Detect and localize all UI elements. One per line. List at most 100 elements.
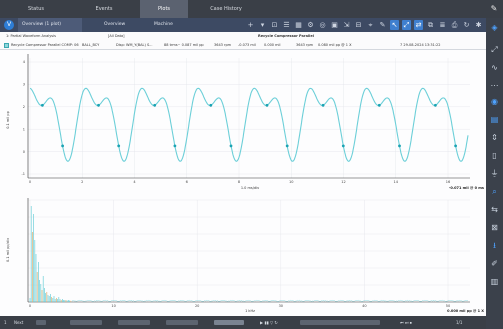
lock-icon[interactable]: ⊠ [491,223,498,232]
compare-icon[interactable]: ⇆ [491,205,498,214]
copy-icon[interactable]: ⧉ [428,21,433,29]
timeline-segment-active[interactable] [214,320,244,325]
pen-icon[interactable]: ✎ [379,21,386,29]
range-label[interactable]: [All Data] [108,34,125,38]
tab-status[interactable]: Status [28,6,44,12]
waveform-marker[interactable] [229,144,233,148]
waveform-x-tick: 12 [341,180,345,184]
timeline-segment[interactable] [166,320,198,325]
page-counter: 1/1 [456,320,463,325]
grid-icon[interactable]: ▦ [295,21,302,29]
waveform-marker[interactable] [153,103,157,107]
waveform-y-tick: 4 [23,60,26,64]
eye-icon[interactable]: ◉ [491,97,498,106]
spectrum-x-tick: 40 [362,304,366,308]
waveform-marker[interactable] [117,144,121,148]
timeline-segment[interactable] [36,320,46,325]
target-icon[interactable]: ◎ [319,21,326,29]
search-icon[interactable]: ⌕ [492,187,497,196]
waveform-marker[interactable] [97,103,100,107]
layout-icon[interactable]: ▤ [490,115,499,124]
image-icon[interactable]: ▣ [331,21,338,29]
waveform-y-tick: 3 [23,83,25,87]
document-icon[interactable]: ▯ [492,151,497,160]
tab-overview[interactable]: Overview [104,22,126,27]
zoom-icon[interactable]: ⤢ [402,20,411,30]
waveform-plot[interactable]: 4 3 2 1 0 -1 0 2 4 6 8 10 12 14 16 0.1 mil pp 1.0 ms/… [0,50,486,194]
note-icon[interactable]: ✐ [491,259,498,268]
list-icon[interactable]: ☰ [283,21,290,29]
download-icon[interactable]: ⭳ [493,241,496,250]
pencil-icon[interactable]: ✎ [490,4,498,13]
waveform-marker[interactable] [285,144,289,148]
tab-plots[interactable]: Plots [140,0,188,18]
waveform-marker[interactable] [321,103,325,107]
waveform-x-tick: 10 [289,180,293,184]
tab-overview-1-plot[interactable]: Overview (1 plot) [18,18,82,32]
dots-icon[interactable]: ⋯ [490,81,499,90]
print-icon[interactable]: ⎙ [451,21,458,29]
waveform-marker[interactable] [173,144,177,148]
spectrum-x-tick: 30 [279,304,283,308]
series-checkbox[interactable] [4,43,9,48]
amp-label-1: -0.073 mil [238,43,256,47]
report-icon[interactable]: ▥ [490,277,499,286]
waveform-marker[interactable] [434,103,437,107]
tab-case-history[interactable]: Case History [210,6,242,12]
spectrum-plot[interactable]: 0 10 20 30 40 50 0.1 mil pp/div 1 kHz 0.000 m… [0,194,486,316]
plot-tab-bar: V Overview (1 plot) Overview Machine + ▾… [0,18,486,32]
spectrum-y-axis-label: 0.1 mil pp/div [6,238,10,262]
waveform-marker[interactable] [265,103,269,107]
timeline-scrubber[interactable] [300,320,380,325]
chart-icon[interactable]: ⊡ [271,21,278,29]
transport-controls[interactable]: ▶ ▮▮ ▽ ↻ [260,320,278,325]
plot-info-header: 1: Partial Waveform Analysis [All Data] … [0,32,486,50]
chart-line-icon[interactable]: ∿ [491,63,498,72]
waveform-marker[interactable] [377,103,381,107]
gear-icon[interactable]: ⚙ [307,21,314,29]
filter-icon[interactable]: ⏚ [490,169,499,178]
nav-up-icon[interactable]: ◈ [491,23,498,32]
waveform-marker[interactable] [61,144,64,148]
spectrum-x-axis-label: 1 kHz [245,309,255,313]
spectrum-svg: 0 10 20 30 40 50 0.1 mil pp/div 1 kHz 0.000 m… [6,198,484,313]
export-icon[interactable]: ⇲ [343,21,350,29]
next-button[interactable]: Next [14,320,24,325]
waveform-x-tick: 2 [81,180,83,184]
waveform-marker[interactable] [341,144,345,148]
waveform-marker[interactable] [454,144,457,148]
pin-icon[interactable]: ⌖ [368,21,373,29]
playback-icons[interactable]: ⏮ ⏭ ⏹ [400,320,412,325]
refresh-icon[interactable]: ↻ [463,21,470,29]
page-number: 1 [4,320,7,325]
timeline-segment[interactable] [70,320,102,325]
expand-icon[interactable]: ⤢ [491,45,498,54]
rpm-label-2: 3643 rpm [296,43,314,47]
spectrum-x-tick: 0 [29,304,31,308]
tab-events[interactable]: Events [95,6,113,12]
cursor-icon[interactable]: ↖ [390,20,399,30]
sync-icon[interactable]: ⇄ [414,20,423,30]
waveform-y-tick: 2 [23,105,25,109]
waveform-marker[interactable] [41,103,44,107]
top-nav: Status Events Plots Case History ✎ [0,0,503,18]
waveform-marker[interactable] [398,144,401,148]
dropdown-icon[interactable]: ▾ [260,21,265,29]
waveform-x-tick: 6 [186,180,188,184]
series-name: Recycle Compressor Parallel COMP: 06 [11,43,79,47]
add-icon[interactable]: + [247,21,254,29]
series-tag: BALL_BCY [82,43,100,47]
ruler-icon[interactable]: ⊟ [355,21,362,29]
layers-icon[interactable]: ≣ [439,21,446,29]
tab-machine[interactable]: Machine [154,22,173,27]
right-toolbar: ◈ ⤢ ∿ ⋯ ◉ ▤ ⇕ ▯ ⏚ ⌕ ⇆ ⊠ ⭳ ✐ ▥ [486,18,503,329]
waveform-x-tick: 14 [394,180,399,184]
scale-icon[interactable]: ⇕ [491,133,498,142]
settings-icon[interactable]: ✱ [475,21,482,29]
timeline-segment[interactable] [118,320,150,325]
circle-v-icon[interactable]: V [4,20,14,30]
waveform-y-tick: 0 [23,150,25,154]
panel-label: 1: Partial Waveform Analysis [6,34,56,38]
waveform-y-axis-label: 0.1 mil pp [6,110,10,128]
waveform-marker[interactable] [209,103,213,107]
